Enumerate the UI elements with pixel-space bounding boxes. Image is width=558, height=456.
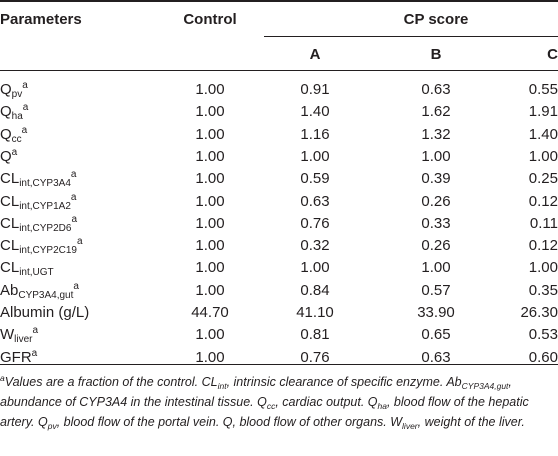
- cell-cp-a: 0.76: [300, 215, 330, 232]
- cell-cp-c: 0.25: [528, 170, 558, 187]
- footnote-text-2: , intrinsic clearance of specific enzyme…: [226, 375, 447, 389]
- parameter-label: CLint,CYP1A2a: [0, 192, 77, 212]
- parameter-label: Qpva: [0, 80, 28, 100]
- parameter-label: CLint,UGT: [0, 259, 54, 278]
- header-c: C: [547, 46, 558, 63]
- footnote-text-1: Values are a fraction of the control.: [4, 375, 202, 389]
- footnote-text-4: , cardiac output.: [275, 395, 368, 409]
- cell-control: 1.00: [195, 103, 225, 120]
- cell-cp-a: 0.91: [300, 81, 330, 98]
- cell-cp-c: 1.00: [528, 148, 558, 165]
- cell-control: 1.00: [195, 81, 225, 98]
- cell-cp-c: 1.00: [528, 259, 558, 276]
- header-control: Control: [183, 11, 237, 28]
- cell-cp-a: 1.40: [300, 103, 330, 120]
- table-top-rule: [0, 0, 558, 2]
- cell-cp-c: 1.40: [528, 126, 558, 143]
- cell-cp-a: 0.81: [300, 326, 330, 343]
- footnote-ab-symbol: AbCYP3A4,gut: [446, 375, 509, 391]
- cell-cp-b: 1.00: [421, 259, 451, 276]
- cell-control: 1.00: [195, 282, 225, 299]
- cell-control: 44.70: [191, 304, 229, 321]
- cell-cp-c: 0.11: [529, 215, 558, 232]
- cell-control: 1.00: [195, 170, 225, 187]
- cell-cp-b: 0.63: [421, 349, 451, 366]
- cell-cp-a: 0.76: [300, 349, 330, 366]
- footnote-text-6: , blood flow of the portal vein. Q, bloo…: [56, 415, 391, 429]
- cell-cp-b: 0.65: [421, 326, 451, 343]
- cell-cp-a: 1.00: [300, 259, 330, 276]
- table-bottom-rule: [0, 364, 558, 365]
- cell-control: 1.00: [195, 326, 225, 343]
- header-cp-score: CP score: [403, 11, 469, 28]
- cell-cp-c: 0.55: [528, 81, 558, 98]
- cell-cp-b: 0.26: [421, 237, 451, 254]
- table-footnote: aValues are a fraction of the control. C…: [0, 372, 554, 432]
- parameter-label: CLint,CYP2D6a: [0, 214, 77, 234]
- footnote-text-7: , weight of the liver.: [417, 415, 525, 429]
- cell-cp-b: 1.32: [421, 126, 451, 143]
- header-a: A: [309, 46, 321, 63]
- header-bottom-rule: [0, 70, 558, 71]
- cell-control: 1.00: [195, 215, 225, 232]
- cell-cp-c: 0.12: [528, 193, 558, 210]
- cell-cp-b: 0.39: [421, 170, 451, 187]
- cell-cp-b: 1.00: [421, 148, 451, 165]
- cell-cp-a: 1.00: [300, 148, 330, 165]
- footnote-qha-symbol: Qha: [367, 395, 387, 411]
- cell-cp-b: 1.62: [421, 103, 451, 120]
- cell-control: 1.00: [195, 259, 225, 276]
- footnote-w-symbol: Wliver: [390, 415, 418, 431]
- cell-cp-b: 0.63: [421, 81, 451, 98]
- parameter-label: CLint,CYP2C19a: [0, 236, 83, 256]
- cell-cp-c: 26.30: [520, 304, 558, 321]
- cell-cp-b: 0.26: [421, 193, 451, 210]
- footnote-qcc-symbol: Qcc: [257, 395, 276, 411]
- cell-cp-a: 0.63: [300, 193, 330, 210]
- cell-cp-c: 0.35: [528, 282, 558, 299]
- cp-score-rule: [264, 36, 558, 37]
- cell-cp-c: 0.12: [528, 237, 558, 254]
- cell-cp-b: 0.33: [421, 215, 451, 232]
- cell-control: 1.00: [195, 349, 225, 366]
- footnote-text-3: , abundance of CYP3A4 in the intestinal …: [0, 375, 512, 409]
- cell-cp-a: 41.10: [296, 304, 334, 321]
- cell-cp-c: 0.53: [528, 326, 558, 343]
- cell-cp-c: 0.60: [528, 349, 558, 366]
- cell-cp-c: 1.91: [528, 103, 558, 120]
- cell-cp-b: 33.90: [417, 304, 455, 321]
- cell-control: 1.00: [195, 148, 225, 165]
- parameter-label: Albumin (g/L): [0, 304, 90, 321]
- footnote-text-5: , blood flow of the hepatic artery.: [0, 395, 529, 429]
- cell-cp-b: 0.57: [421, 282, 451, 299]
- cell-control: 1.00: [195, 126, 225, 143]
- cell-cp-a: 0.84: [300, 282, 330, 299]
- parameter-label: Qhaa: [0, 102, 29, 122]
- parameter-label: GFRa: [0, 348, 38, 367]
- cell-cp-a: 0.59: [300, 170, 330, 187]
- footnote-qpv-symbol: Qpv: [37, 415, 57, 431]
- cell-control: 1.00: [195, 193, 225, 210]
- footnote-marker: a: [0, 373, 5, 383]
- header-parameters: Parameters: [0, 11, 82, 28]
- header-b: B: [430, 46, 442, 63]
- cell-control: 1.00: [195, 237, 225, 254]
- parameter-label: CLint,CYP3A4a: [0, 169, 77, 189]
- cell-cp-a: 1.16: [300, 126, 330, 143]
- parameter-label: Qa: [0, 147, 18, 166]
- parameter-label: Wlivera: [0, 325, 39, 345]
- footnote-cl-symbol: CLint: [201, 375, 227, 391]
- cell-cp-a: 0.32: [300, 237, 330, 254]
- parameter-label: AbCYP3A4,guta: [0, 281, 79, 301]
- parameter-label: Qcca: [0, 125, 28, 145]
